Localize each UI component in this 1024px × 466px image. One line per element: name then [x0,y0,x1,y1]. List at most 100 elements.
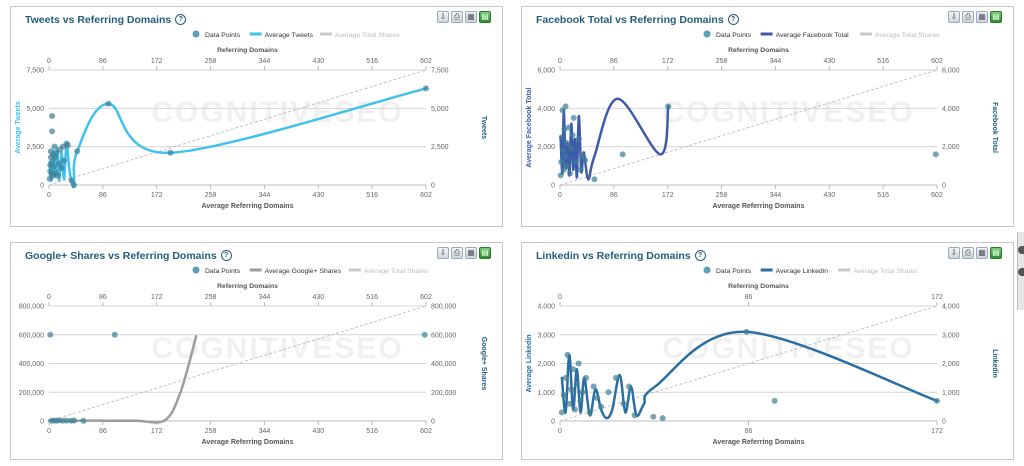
help-icon[interactable]: ? [220,250,232,261]
table-icon[interactable]: ▦ [465,11,477,23]
data-point[interactable] [568,145,575,152]
data-point[interactable] [582,157,589,164]
data-point[interactable] [49,113,56,119]
data-point[interactable] [167,149,174,156]
data-point[interactable] [594,395,601,401]
data-point[interactable] [71,417,78,424]
data-point[interactable] [565,124,572,131]
data-point[interactable] [579,389,586,396]
export-csv-icon[interactable]: ▤ [990,247,1002,259]
data-point[interactable] [51,163,58,170]
data-point[interactable] [619,151,626,158]
data-point[interactable] [111,331,118,338]
data-point[interactable] [932,151,939,158]
data-point[interactable] [570,366,577,373]
data-point[interactable] [586,409,593,416]
data-point[interactable] [52,154,59,161]
data-point[interactable] [569,132,576,139]
data-point[interactable] [626,383,633,390]
data-point[interactable] [560,392,567,399]
data-point[interactable] [568,386,575,393]
table-icon[interactable]: ▦ [465,247,477,259]
data-point[interactable] [64,142,71,149]
data-point[interactable] [560,166,567,173]
series-average-line[interactable] [560,330,939,420]
data-point[interactable] [605,389,612,396]
legend-item[interactable]: Average Google+ Shares [249,268,342,275]
data-point[interactable] [562,103,569,110]
export-csv-icon[interactable]: ▤ [990,11,1002,23]
data-point[interactable] [563,139,570,146]
data-point[interactable] [58,165,65,172]
data-point[interactable] [934,397,940,404]
data-point[interactable] [575,360,582,367]
data-point[interactable] [743,328,750,335]
data-point[interactable] [564,351,571,358]
data-point[interactable] [650,413,657,420]
data-point[interactable] [564,162,571,169]
table-icon[interactable]: ▦ [976,11,988,23]
data-point[interactable] [71,182,78,188]
print-icon[interactable]: ⎙ [962,11,974,23]
legend-item[interactable]: Average Tweets [249,32,314,39]
legend-item[interactable]: Average Total Shares [838,268,919,275]
download-icon[interactable]: ⇩ [437,247,449,259]
data-point[interactable] [47,331,54,338]
data-point[interactable] [560,147,567,154]
data-point[interactable] [567,170,574,177]
legend-item[interactable]: Data Points [703,266,752,276]
data-point[interactable] [665,103,672,110]
data-point[interactable] [558,409,565,416]
data-point[interactable] [577,166,584,173]
data-point[interactable] [421,331,428,338]
legend-item[interactable]: Average Total Shares [320,32,400,39]
download-icon[interactable]: ⇩ [948,11,960,23]
data-point[interactable] [51,143,58,150]
data-point[interactable] [583,374,590,381]
legend-item[interactable]: Data Points [703,30,752,40]
legend-item[interactable]: Average Total Shares [859,32,940,39]
legend-item[interactable]: Data Points [192,30,241,40]
print-icon[interactable]: ⎙ [451,11,463,23]
export-csv-icon[interactable]: ▤ [479,11,491,23]
data-point[interactable] [74,148,81,155]
data-point[interactable] [575,136,582,142]
table-icon[interactable]: ▦ [976,247,988,259]
data-point[interactable] [573,380,580,387]
scroll-handle[interactable] [1017,232,1024,310]
print-icon[interactable]: ⎙ [962,247,974,259]
data-point[interactable] [56,160,63,167]
data-point[interactable] [612,374,619,381]
legend-item[interactable]: Average Total Shares [348,268,429,275]
data-point[interactable] [598,403,605,410]
data-point[interactable] [80,417,87,424]
data-point[interactable] [577,397,584,404]
download-icon[interactable]: ⇩ [948,247,960,259]
data-point[interactable] [631,412,638,419]
data-point[interactable] [423,85,429,92]
data-point[interactable] [54,172,61,179]
data-point[interactable] [570,114,577,121]
data-point[interactable] [562,153,569,160]
help-icon[interactable]: ? [175,14,187,25]
legend-item[interactable]: Average Linkedin [760,268,829,275]
data-point[interactable] [49,128,56,135]
data-point[interactable] [49,159,56,165]
data-point[interactable] [558,159,565,165]
data-point[interactable] [61,157,68,164]
data-point[interactable] [572,159,579,165]
legend-item[interactable]: Data Points [192,266,241,276]
data-point[interactable] [68,177,75,184]
help-icon[interactable]: ? [694,250,706,261]
data-point[interactable] [771,397,778,404]
download-icon[interactable]: ⇩ [437,11,449,23]
data-point[interactable] [105,100,112,107]
data-point[interactable] [620,400,627,407]
data-point[interactable] [562,374,569,381]
data-point[interactable] [566,400,573,407]
data-point[interactable] [63,417,70,424]
export-csv-icon[interactable]: ▤ [479,247,491,259]
data-point[interactable] [591,176,598,183]
legend-item[interactable]: Average Facebook Total [760,32,850,39]
data-point[interactable] [590,383,597,390]
